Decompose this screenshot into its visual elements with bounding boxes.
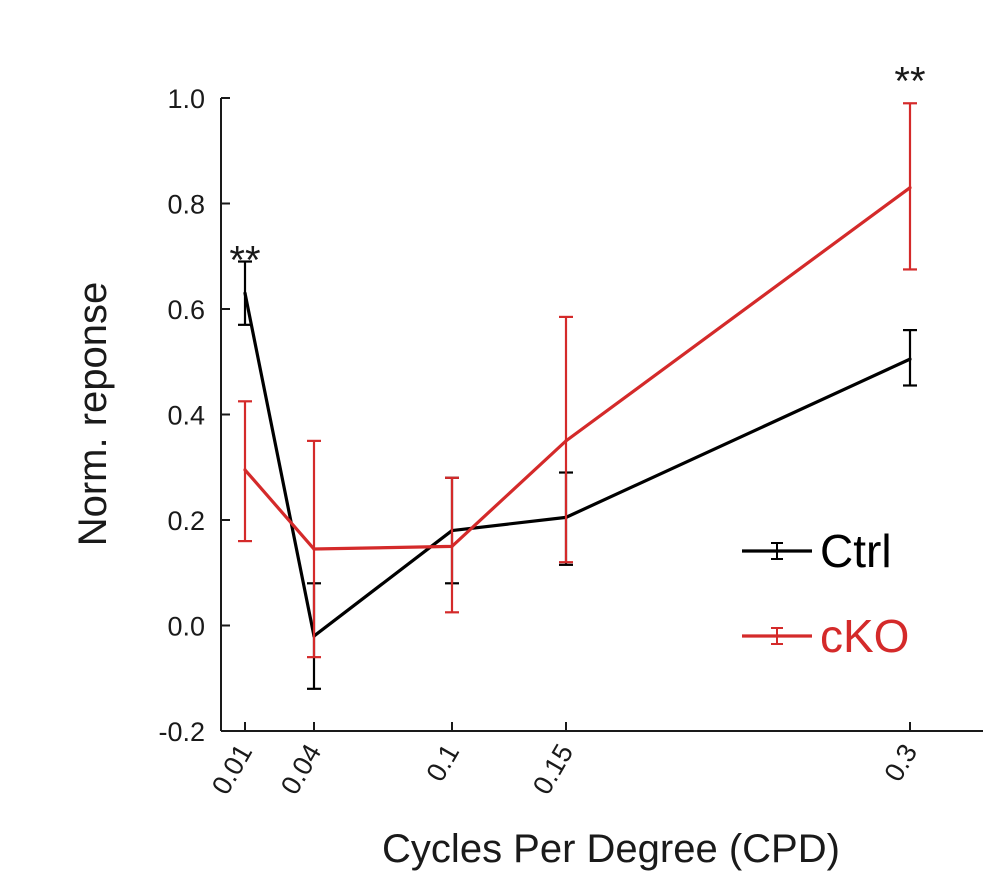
data-point	[450, 544, 454, 548]
series-layer	[238, 102, 917, 690]
data-point	[243, 468, 247, 472]
data-point	[908, 357, 912, 361]
y-tick-label: 0.4	[167, 401, 205, 431]
y-axis-title: Norm. reponse	[71, 282, 115, 547]
data-point	[564, 439, 568, 443]
significance-marker: **	[894, 59, 925, 103]
legend-label: Ctrl	[820, 525, 892, 577]
y-tick-label: 0.2	[167, 506, 205, 536]
x-tick-label: 0.15	[527, 739, 579, 800]
annotation-layer: ** **	[229, 59, 925, 282]
y-tick-label: -0.2	[158, 717, 205, 747]
series-ctrl	[238, 260, 917, 690]
y-tick-label: 0.0	[167, 612, 205, 642]
legend-item-ctrl: Ctrl	[742, 525, 892, 577]
y-tick-label: 0.8	[167, 190, 205, 220]
y-tick-label: 0.6	[167, 295, 205, 325]
legend-item-cko: cKO	[742, 610, 909, 662]
x-tick-label: 0.04	[275, 739, 327, 800]
series-line	[243, 186, 911, 551]
y-tick-label: 1.0	[167, 84, 205, 114]
series-cko	[238, 102, 917, 659]
legend: Ctrl cKO	[742, 525, 909, 662]
x-tick-label: 0.1	[420, 739, 465, 787]
series-line	[243, 292, 911, 638]
x-tick-label: 0.01	[206, 739, 258, 800]
significance-marker: **	[229, 239, 260, 283]
data-point	[312, 547, 316, 551]
x-tick-label: 0.3	[878, 739, 923, 787]
x-axis-title: Cycles Per Degree (CPD)	[382, 827, 840, 871]
data-point	[908, 186, 912, 190]
legend-label: cKO	[820, 610, 909, 662]
data-point	[243, 291, 247, 295]
